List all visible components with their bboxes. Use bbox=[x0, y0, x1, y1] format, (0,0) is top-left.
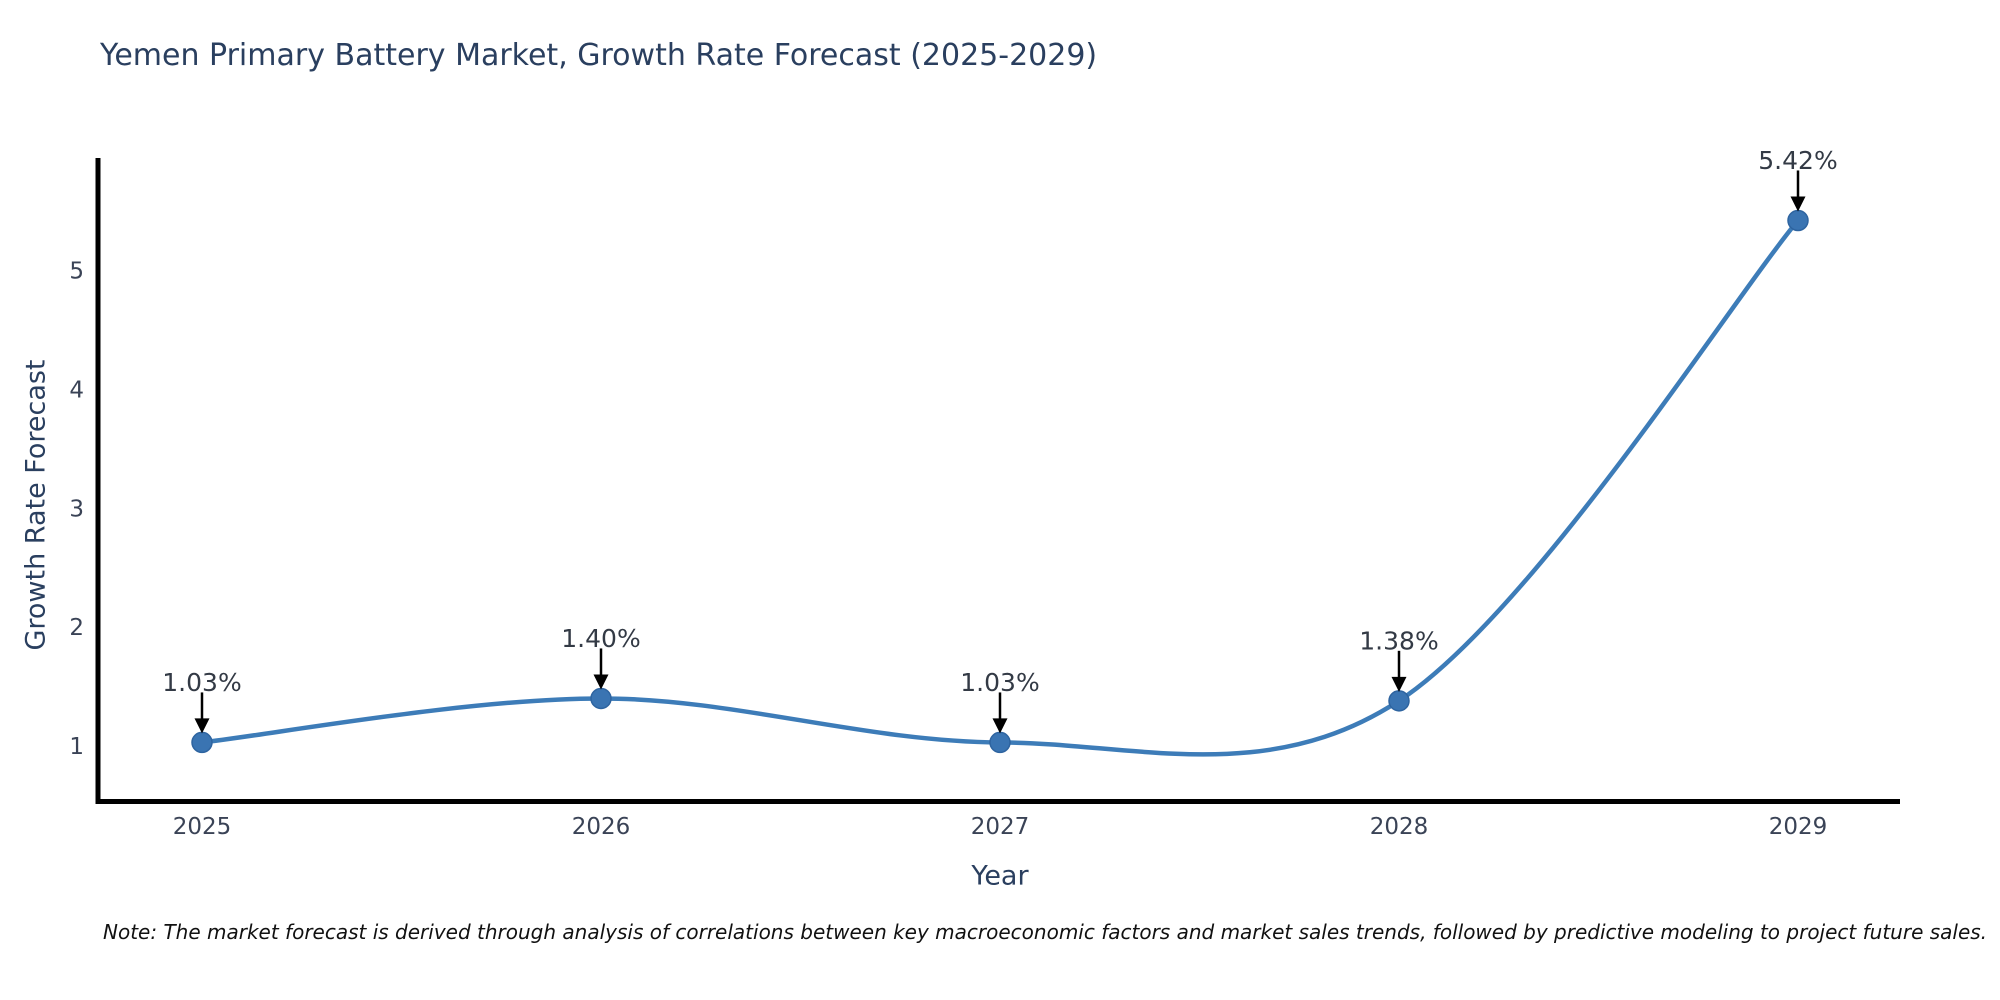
x-tick-label: 2027 bbox=[971, 814, 1030, 840]
point-label: 1.03% bbox=[960, 668, 1039, 697]
footnote: Note: The market forecast is derived thr… bbox=[103, 920, 1988, 944]
x-axis-ticks: 2025 2026 2027 2028 2029 bbox=[173, 814, 1828, 840]
data-point-marker bbox=[590, 687, 612, 710]
y-tick-label: 4 bbox=[69, 377, 84, 403]
x-tick-label: 2025 bbox=[173, 814, 232, 840]
point-label: 1.40% bbox=[561, 624, 640, 653]
data-point-marker bbox=[1787, 209, 1809, 232]
annotation-layer: 1.03% 1.40% 1.03% 1.38% 5.42% bbox=[162, 146, 1838, 734]
y-tick-label: 3 bbox=[69, 496, 84, 522]
chart-title: Yemen Primary Battery Market, Growth Rat… bbox=[100, 38, 1098, 73]
x-tick-label: 2029 bbox=[1769, 814, 1828, 840]
y-tick-label: 1 bbox=[69, 734, 84, 760]
series-layer bbox=[199, 218, 1801, 757]
annotation-arrowhead-icon bbox=[1391, 676, 1407, 692]
y-axis-title: Growth Rate Forecast bbox=[20, 359, 52, 651]
annotation-arrowhead-icon bbox=[992, 718, 1008, 734]
x-tick-label: 2026 bbox=[572, 814, 631, 840]
y-tick-label: 5 bbox=[69, 258, 84, 284]
annotation-arrowhead-icon bbox=[1790, 196, 1806, 212]
point-label: 1.03% bbox=[162, 668, 241, 697]
x-axis-title: Year bbox=[971, 860, 1029, 892]
point-label: 1.38% bbox=[1359, 627, 1438, 656]
y-axis-ticks: 1 2 3 4 5 bbox=[69, 258, 84, 760]
line-series-path bbox=[199, 218, 1801, 757]
data-point-marker bbox=[191, 731, 213, 754]
marker-layer bbox=[191, 209, 1809, 754]
annotation-arrowhead-icon bbox=[194, 718, 210, 734]
y-tick-label: 2 bbox=[69, 615, 84, 641]
point-label: 5.42% bbox=[1758, 146, 1837, 175]
x-tick-label: 2028 bbox=[1370, 814, 1429, 840]
annotation-arrowhead-icon bbox=[593, 674, 609, 690]
data-point-marker bbox=[989, 731, 1011, 754]
data-point-marker bbox=[1388, 690, 1410, 712]
